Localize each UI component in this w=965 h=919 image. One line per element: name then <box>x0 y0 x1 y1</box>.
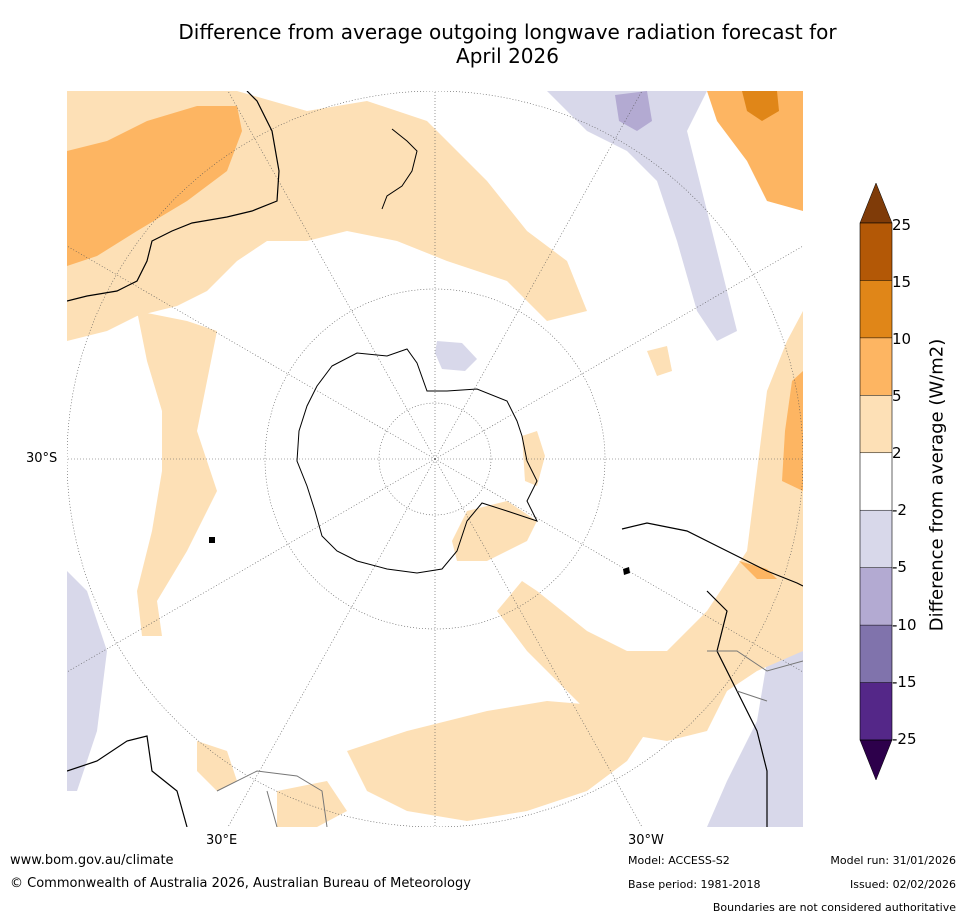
footer-issued: Issued: 02/02/2026 <box>849 878 956 891</box>
colorbar-tick-5: 5 <box>892 387 902 405</box>
footer-website[interactable]: www.bom.gov.au/climate <box>10 853 174 868</box>
colorbar-tick-10: 10 <box>892 330 912 348</box>
colorbar-tick-neg10: -10 <box>892 616 917 634</box>
colorbar-tick-15: 15 <box>892 273 912 291</box>
colorbar-tick-neg25: -25 <box>892 730 917 748</box>
title-line-1: Difference from average outgoing longwav… <box>178 20 837 44</box>
colorbar-bin <box>860 510 892 569</box>
colorbar-bins <box>860 223 892 741</box>
colorbar-top-extend <box>859 182 893 224</box>
pos-anomaly-east-orange <box>707 91 803 211</box>
colorbar-tick-25: 25 <box>892 216 912 234</box>
neg-anomaly-weddell <box>435 341 477 371</box>
lat-label-30s: 30°S <box>26 451 58 466</box>
colorbar-svg <box>859 182 893 781</box>
pos-anomaly-south-america-patch <box>739 561 777 579</box>
colorbar-outline <box>859 222 893 741</box>
footer-model: Model: ACCESS-S2 <box>628 854 730 867</box>
colorbar-tick-neg5: -5 <box>892 558 907 576</box>
pos-anomaly-far-south-west <box>277 781 347 827</box>
colorbar-bin <box>860 337 892 396</box>
antarctica-coastline <box>296 348 538 574</box>
colorbar <box>850 180 960 790</box>
lon-label-30e: 30°E <box>206 833 238 848</box>
colorbar-bin <box>860 567 892 626</box>
neg-anomaly-darker-patch <box>615 91 652 131</box>
neg-anomaly-southeast-corner <box>707 651 803 827</box>
colorbar-bin <box>860 452 892 511</box>
colorbar-bin <box>860 223 892 281</box>
colorbar-label: Difference from average (W/m2) <box>926 338 948 632</box>
new-zealand-coastline <box>381 128 418 210</box>
graticule-circle-60s <box>378 402 492 516</box>
colorbar-tick-neg15: -15 <box>892 673 917 691</box>
pos-anomaly-darkest-patch <box>742 91 779 121</box>
neg-anomaly-southwest <box>67 571 107 791</box>
pos-anomaly-east-edge <box>782 371 803 491</box>
pos-anomaly-south-pacific-lobe <box>347 701 647 821</box>
pos-anomaly-southeast-blob <box>647 346 672 376</box>
pos-anomaly-west-meridional <box>137 311 217 636</box>
footer-copyright: © Commonwealth of Australia 2026, Austra… <box>10 876 471 891</box>
colorbar-bin <box>860 625 892 684</box>
footer-disclaimer: Boundaries are not considered authoritat… <box>712 901 956 914</box>
south-america-borders <box>707 650 803 702</box>
colorbar-tick-2: 2 <box>892 444 902 462</box>
colorbar-bin <box>860 395 892 454</box>
kerguelen <box>209 537 215 543</box>
australia-coastline <box>67 91 280 302</box>
colorbar-bin <box>860 280 892 339</box>
pos-anomaly-indian-ocean-core <box>67 106 242 266</box>
polar-map <box>67 91 803 827</box>
colorbar-tick-neg2: -2 <box>892 501 907 519</box>
colorbar-bin <box>860 682 892 741</box>
pos-anomaly-east-band <box>497 311 803 741</box>
graticule-meridians <box>67 91 803 827</box>
africa-coastline <box>67 735 188 827</box>
chart-title: Difference from average outgoing longwav… <box>60 20 955 68</box>
lon-label-30w: 30°W <box>628 833 664 848</box>
pos-anomaly-peninsula-tip <box>522 431 545 486</box>
colorbar-bottom-extend <box>859 739 893 781</box>
neg-anomaly-southeast-pacific <box>547 91 737 341</box>
falklands <box>623 567 630 575</box>
pos-anomaly-antarctic-peninsula <box>452 501 537 561</box>
graticule-circle-45s <box>264 288 606 630</box>
africa-borders <box>216 770 328 827</box>
footer-base-period: Base period: 1981-2018 <box>628 878 761 891</box>
pos-anomaly-southwest-patch <box>197 741 237 791</box>
title-line-2: April 2026 <box>456 44 559 68</box>
footer-model-run: Model run: 31/01/2026 <box>830 854 956 867</box>
polar-map-svg <box>67 91 803 827</box>
